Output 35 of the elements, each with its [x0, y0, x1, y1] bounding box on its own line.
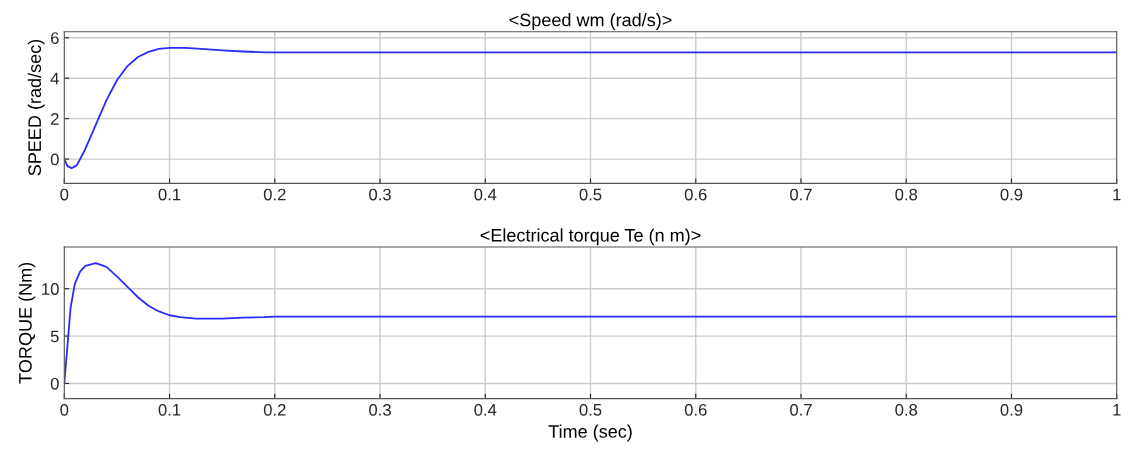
chart-title: <Electrical torque Te (n m)> [480, 228, 701, 246]
x-tick-label: 0.7 [790, 188, 812, 201]
y-axis-title: TORQUE (Nm) [18, 262, 36, 384]
x-tick-label: 0.2 [263, 188, 286, 201]
y-tick-label: 6 [51, 32, 59, 44]
x-tick-label: 0.6 [684, 403, 707, 416]
x-tick-label: 0.5 [579, 403, 602, 416]
x-tick-label: 0.6 [684, 188, 707, 201]
x-tick-label: 0.7 [790, 403, 812, 416]
x-tick-label: 0 [60, 403, 69, 416]
x-tick-label: 0.8 [895, 403, 918, 416]
y-tick-label: 0 [50, 153, 59, 166]
chart-title: <Speed wm (rad/s)> [509, 13, 672, 30]
x-tick-label: 0.9 [1000, 403, 1023, 416]
x-tick-label: 0.3 [369, 188, 391, 201]
x-tick-label: 0.3 [369, 403, 391, 416]
x-tick-label: 0.4 [474, 403, 497, 416]
x-tick-label: 0.5 [579, 188, 602, 201]
y-axis-title: SPEED (rad/sec) [27, 39, 45, 176]
y-tick-label: 4 [50, 72, 59, 85]
x-tick-label: 0.9 [1000, 188, 1023, 201]
x-tick-label: 1 [1113, 404, 1121, 416]
x-tick-label: 0.2 [263, 403, 286, 416]
x-tick-label: 0.1 [158, 403, 181, 416]
x-tick-label: 0.1 [158, 188, 181, 201]
y-tick-label: 0 [50, 377, 59, 390]
y-tick-label: 10 [42, 283, 59, 295]
x-tick-label: 1 [1113, 188, 1121, 201]
y-tick-label: 2 [51, 113, 59, 125]
x-tick-label: 0 [60, 188, 69, 201]
x-axis-title: Time (sec) [548, 424, 632, 442]
y-tick-label: 5 [50, 330, 59, 343]
x-tick-label: 0.4 [474, 188, 497, 201]
line-series [64, 46, 1117, 170]
x-tick-label: 0.8 [895, 188, 918, 201]
